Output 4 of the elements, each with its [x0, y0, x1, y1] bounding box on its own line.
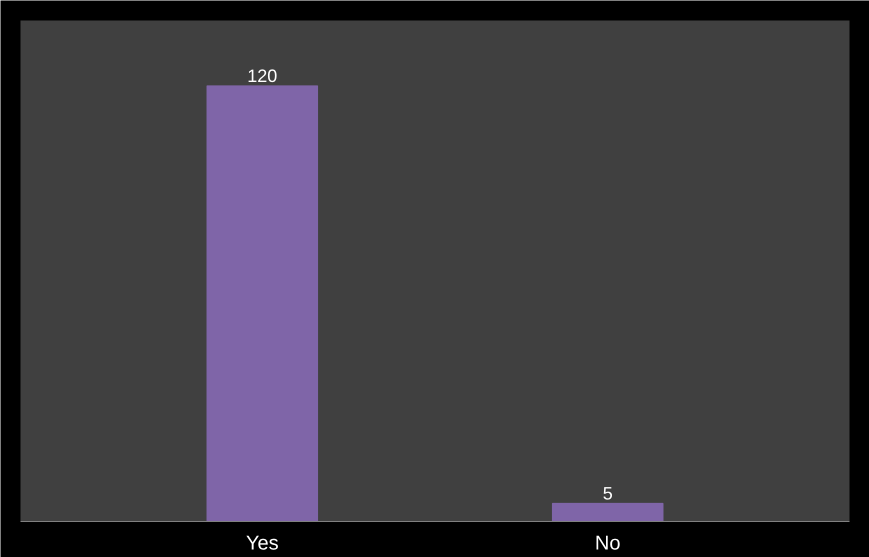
data-label: 120 — [247, 66, 278, 86]
x-tick-label: No — [594, 532, 621, 554]
data-label: 5 — [602, 483, 613, 504]
x-tick-label: Yes — [246, 532, 279, 554]
